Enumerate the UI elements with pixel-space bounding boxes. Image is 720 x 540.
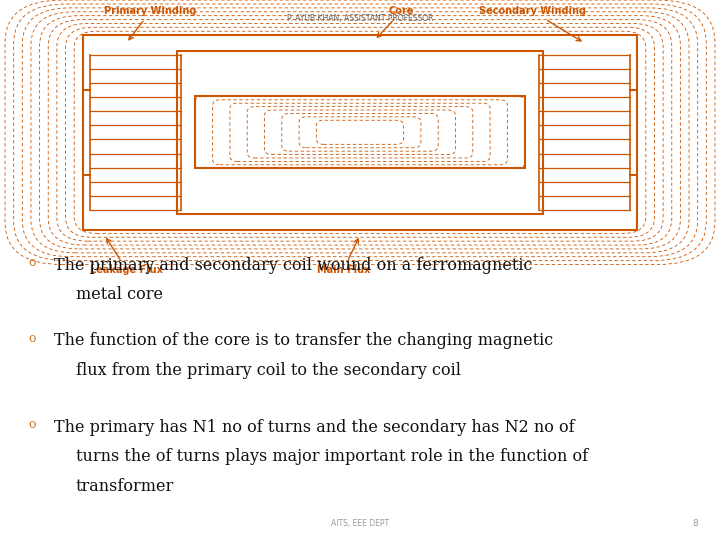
- Text: flux from the primary coil to the secondary coil: flux from the primary coil to the second…: [76, 362, 461, 379]
- Text: metal core: metal core: [76, 286, 163, 303]
- Text: The primary has N1 no of turns and the secondary has N2 no of: The primary has N1 no of turns and the s…: [54, 418, 575, 435]
- Text: o: o: [29, 332, 36, 345]
- Bar: [195, 96, 525, 168]
- Text: Primary Winding: Primary Winding: [104, 6, 197, 40]
- Text: Main Flux: Main Flux: [317, 239, 370, 275]
- Text: The primary and secondary coil wound on a ferromagnetic: The primary and secondary coil wound on …: [54, 256, 533, 273]
- Text: o: o: [29, 256, 36, 269]
- Bar: [177, 51, 543, 214]
- Text: Secondary Winding: Secondary Winding: [479, 6, 586, 41]
- Text: P. AYUB KHAN, ASSISTANT PROFESSOR: P. AYUB KHAN, ASSISTANT PROFESSOR: [287, 14, 433, 23]
- Text: turns the of turns plays major important role in the function of: turns the of turns plays major important…: [76, 448, 588, 465]
- Text: Core: Core: [377, 6, 414, 37]
- Text: AITS, EEE DEPT: AITS, EEE DEPT: [331, 519, 389, 528]
- Text: Leakage Flux: Leakage Flux: [90, 239, 163, 275]
- Text: transformer: transformer: [76, 478, 174, 495]
- Bar: [83, 35, 637, 230]
- Text: The function of the core is to transfer the changing magnetic: The function of the core is to transfer …: [54, 332, 553, 349]
- Text: 8: 8: [693, 519, 698, 528]
- Text: o: o: [29, 418, 36, 431]
